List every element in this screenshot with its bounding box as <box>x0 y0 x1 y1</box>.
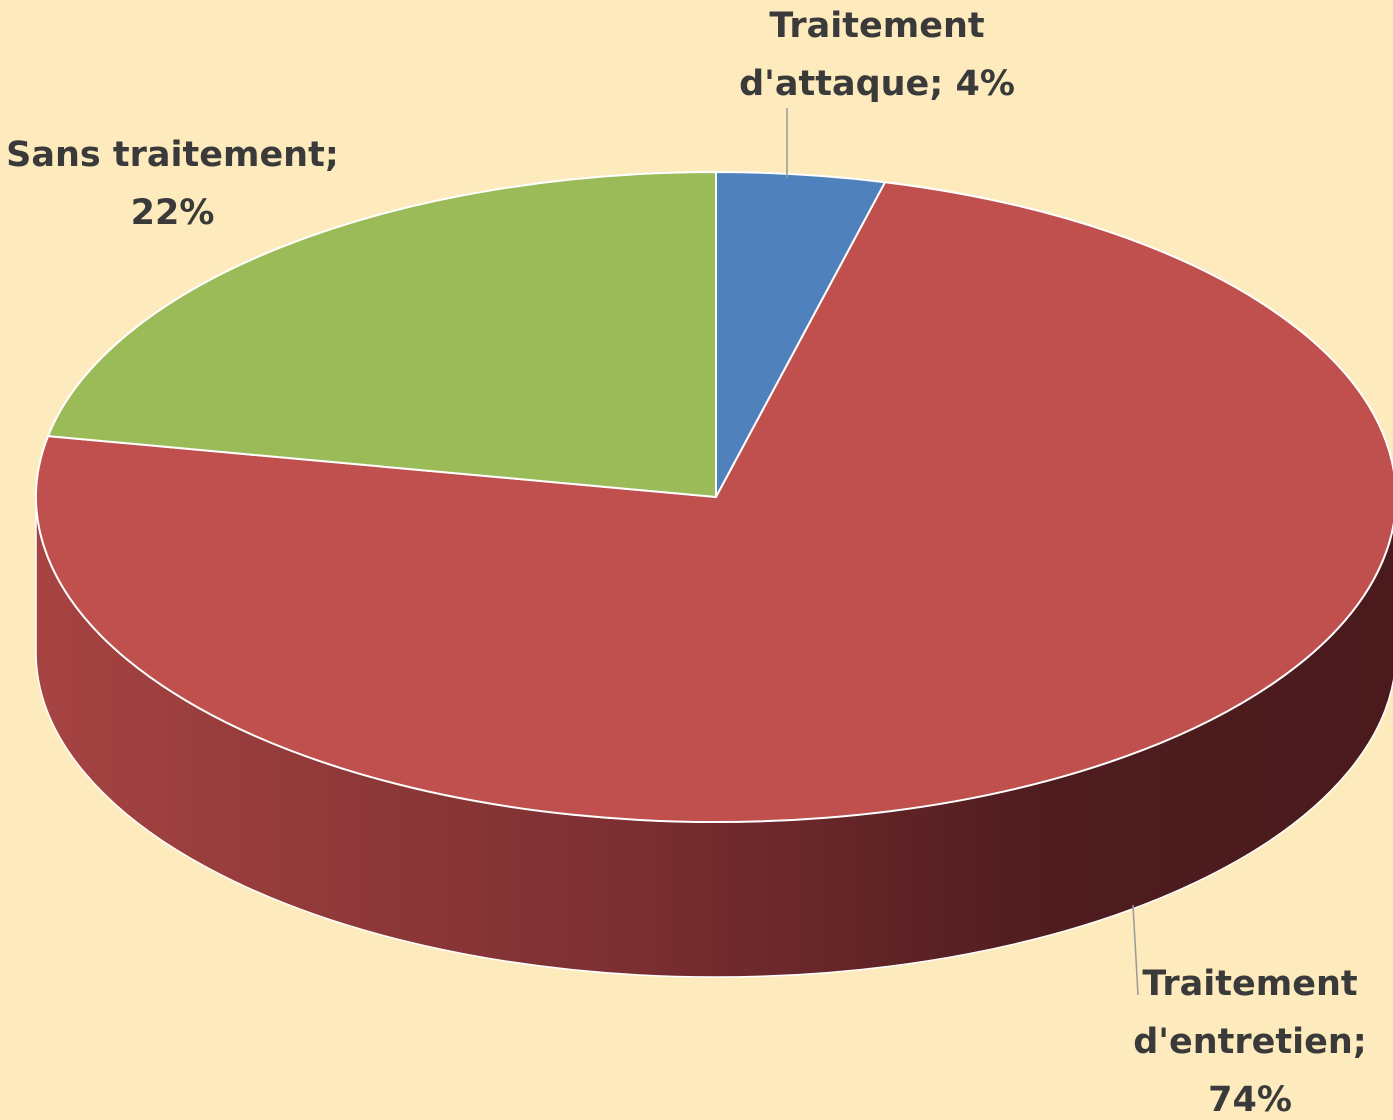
data-label: Traitement d'attaque; 4% <box>739 6 1015 104</box>
data-label: Traitement d'entretien; 74% <box>1133 964 1367 1120</box>
leader-line <box>1132 904 1139 996</box>
slice <box>46 170 717 499</box>
slice <box>35 181 1393 823</box>
data-label: Sans traitement; 22% <box>6 135 339 233</box>
